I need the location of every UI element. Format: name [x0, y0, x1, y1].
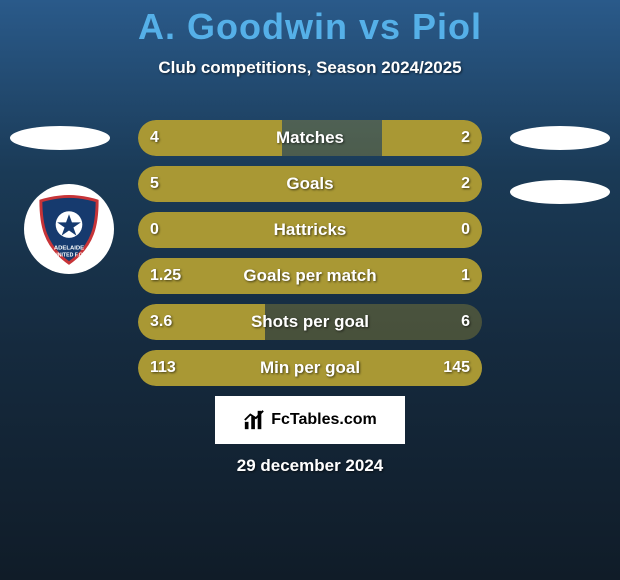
stat-value-right: 6 — [461, 313, 470, 331]
stat-row: 1.25Goals per match1 — [138, 258, 482, 294]
stat-label: Hattricks — [138, 220, 482, 240]
player-marker-left — [10, 126, 110, 150]
stat-value-right: 1 — [461, 267, 470, 285]
stat-label: Min per goal — [138, 358, 482, 378]
date-label: 29 december 2024 — [0, 456, 620, 476]
svg-text:ADELAIDE: ADELAIDE — [54, 246, 84, 252]
stat-row: 4Matches2 — [138, 120, 482, 156]
player-marker-right — [510, 126, 610, 150]
svg-text:UNITED F.C.: UNITED F.C. — [54, 252, 84, 258]
stat-label: Goals — [138, 174, 482, 194]
stat-value-right: 0 — [461, 221, 470, 239]
brand-box[interactable]: FcTables.com — [215, 396, 405, 444]
stat-row: 0Hattricks0 — [138, 212, 482, 248]
comparison-rows: 4Matches2 5Goals2 0Hattricks0 1.25Goals per… — [138, 120, 482, 396]
stat-label: Matches — [138, 128, 482, 148]
brand-text: FcTables.com — [271, 411, 377, 429]
club-badge: ADELAIDE UNITED F.C. — [24, 184, 114, 274]
stat-row: 5Goals2 — [138, 166, 482, 202]
stat-row: 3.6Shots per goal6 — [138, 304, 482, 340]
stat-value-right: 2 — [461, 175, 470, 193]
chart-icon — [243, 409, 265, 431]
stat-label: Shots per goal — [138, 312, 482, 332]
page-title: A. Goodwin vs Piol — [0, 6, 620, 48]
page-subtitle: Club competitions, Season 2024/2025 — [0, 58, 620, 78]
player-marker-right-2 — [510, 180, 610, 204]
stat-label: Goals per match — [138, 266, 482, 286]
stat-value-right: 2 — [461, 129, 470, 147]
stat-row: 113Min per goal145 — [138, 350, 482, 386]
comparison-card: A. Goodwin vs Piol Club competitions, Se… — [0, 0, 620, 580]
shield-icon: ADELAIDE UNITED F.C. — [32, 192, 106, 266]
stat-value-right: 145 — [443, 359, 470, 377]
